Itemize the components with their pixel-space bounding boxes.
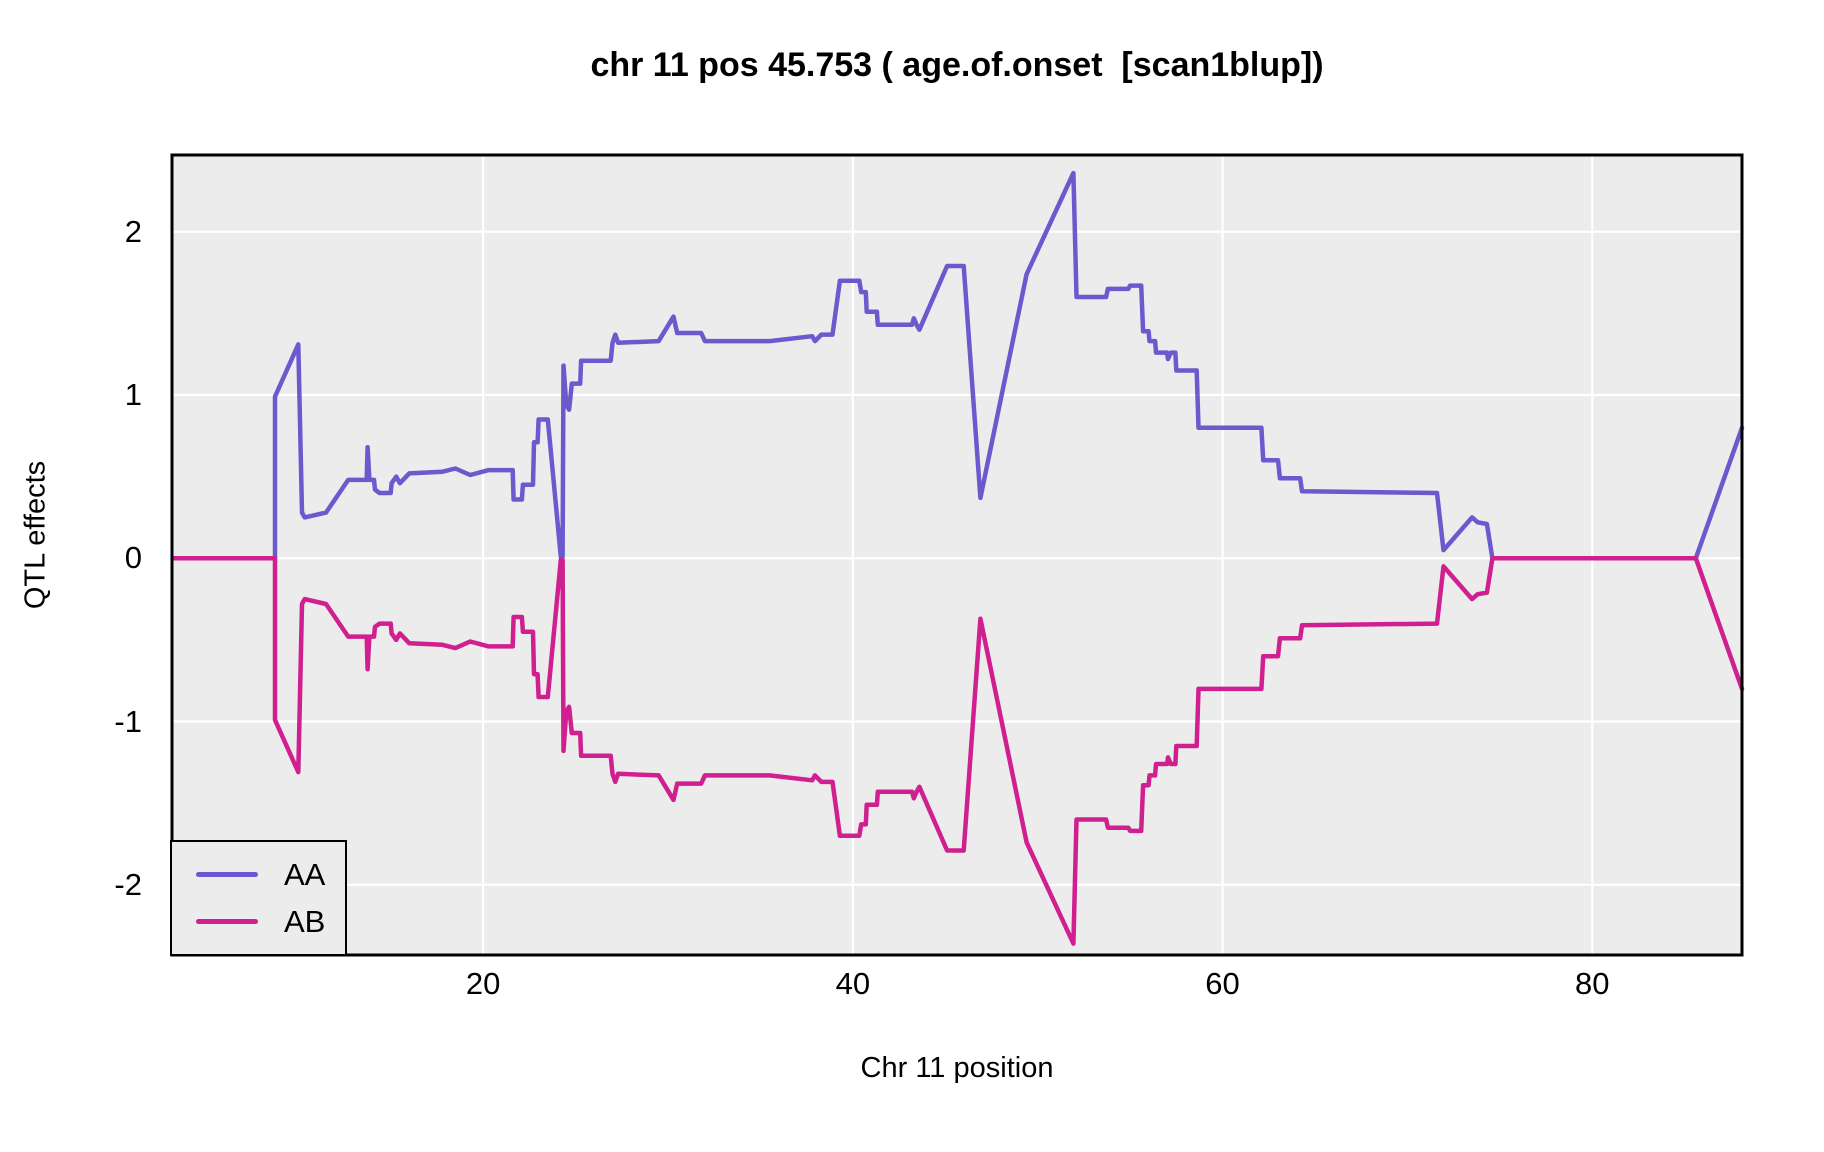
y-tick-label: 0 [124, 540, 142, 576]
y-tick-label: 2 [124, 213, 142, 249]
legend-label: AA [284, 856, 326, 892]
series-line-ab [170, 556, 1745, 946]
x-tick-label: 40 [835, 966, 871, 1001]
legend-entry-ab: AB [196, 906, 345, 937]
legend-line-sample-icon [196, 871, 258, 877]
legend-label: AB [284, 904, 326, 940]
chart-title: chr 11 pos 45.753 ( age.of.onset [scan1b… [590, 46, 1324, 84]
x-axis-label: Chr 11 position [860, 1052, 1054, 1084]
x-tick-label: 80 [1575, 966, 1610, 1001]
x-tick-label: 20 [465, 966, 501, 1001]
y-tick-label: -1 [114, 703, 142, 739]
legend-line-sample-icon [196, 919, 258, 925]
plot-panel-border [170, 153, 1744, 957]
x-tick-label: 60 [1205, 966, 1240, 1001]
y-tick-label: -2 [114, 866, 142, 902]
plot-panel-background [172, 155, 1742, 955]
legend: AA AB [170, 840, 347, 956]
y-tick-label: 1 [124, 377, 142, 412]
series-line-aa [170, 170, 1745, 561]
legend-entry-aa: AA [196, 859, 345, 890]
